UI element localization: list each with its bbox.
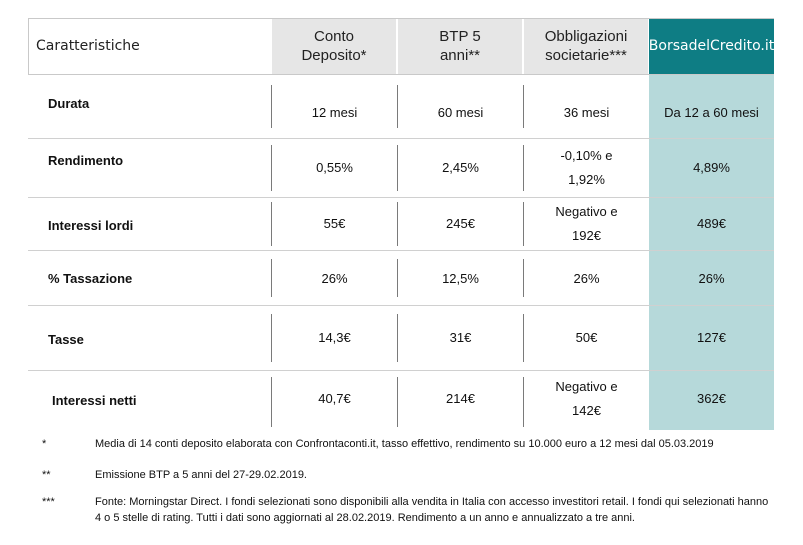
cell-rendimento-borsadelcredito: 4,89% — [693, 160, 730, 175]
footnote-1: * Media di 14 conti deposito elaborata c… — [0, 436, 803, 452]
cell-tasse-borsadelcredito: 127€ — [697, 330, 726, 345]
cell-tassazione-obbligazioni: 26% — [573, 271, 600, 286]
cell-tassazione-borsadelcredito: 26% — [698, 271, 725, 286]
row-label-interessi-netti: Interessi netti — [52, 393, 137, 408]
header-caratteristiche: Caratteristiche — [36, 37, 140, 54]
footnote-2-mark: ** — [42, 469, 51, 481]
table-header: Caratteristiche Conto Deposito* BTP 5 an… — [28, 18, 774, 74]
table-row-rendimento: Rendimento 0,55% 2,45% -0,10% e 1,92% 4,… — [28, 139, 774, 197]
footnote-2: ** Emissione BTP a 5 anni del 27-29.02.2… — [0, 467, 803, 483]
column-divider — [271, 145, 272, 191]
cell-tasse-obbligazioni: 50€ — [575, 330, 598, 345]
column-divider — [397, 314, 398, 362]
column-divider — [523, 377, 524, 427]
column-divider — [397, 377, 398, 427]
cell-lordi-obbligazioni: Negativo e 192€ — [524, 200, 649, 248]
row-divider — [28, 250, 774, 251]
column-divider — [271, 259, 272, 297]
cell-rendimento-btp: 2,45% — [442, 160, 479, 175]
table-top-border — [28, 18, 774, 19]
cell-rendimento-obbligazioni: -0,10% e 1,92% — [524, 144, 649, 192]
row-divider — [28, 197, 774, 198]
column-divider — [397, 202, 398, 246]
table-left-border — [28, 18, 29, 74]
footnote-3-text: Fonte: Morningstar Direct. I fondi selez… — [95, 496, 769, 524]
footnote-1-text: Media di 14 conti deposito elaborata con… — [95, 438, 714, 450]
cell-tasse-conto: 14,3€ — [318, 330, 351, 345]
column-divider — [523, 314, 524, 362]
column-divider — [397, 259, 398, 297]
table-row-tasse: Tasse 14,3€ 31€ 50€ 127€ — [28, 306, 774, 370]
row-label-rendimento: Rendimento — [48, 153, 124, 168]
cell-rendimento-obbligazioni-text: -0,10% e 1,92% — [560, 148, 613, 187]
footnote-1-mark: * — [42, 438, 47, 450]
cell-lordi-obbligazioni-text: Negativo e 192€ — [555, 204, 618, 243]
cell-lordi-borsadelcredito: 489€ — [697, 216, 726, 231]
header-borsadelcredito: BorsadelCredito.it — [649, 18, 774, 74]
column-divider — [523, 259, 524, 297]
cell-netti-btp: 214€ — [446, 391, 475, 406]
cell-durata-obbligazioni: 36 mesi — [563, 105, 610, 120]
cell-netti-obbligazioni-text: Negativo e 142€ — [555, 379, 618, 418]
column-divider — [523, 85, 524, 128]
row-label-tasse: Tasse — [48, 332, 84, 347]
header-btp-label: BTP 5 anni** — [439, 28, 481, 64]
cell-netti-obbligazioni: Negativo e 142€ — [524, 375, 649, 423]
footnote-3: *** Fonte: Morningstar Direct. I fondi s… — [0, 494, 803, 542]
header-conto-deposito: Conto Deposito* — [272, 18, 396, 74]
footnote-2-text: Emissione BTP a 5 anni del 27-29.02.2019… — [95, 469, 307, 481]
cell-tasse-btp: 31€ — [449, 330, 472, 345]
table-row-tassazione: % Tassazione 26% 12,5% 26% 26% — [28, 251, 774, 305]
column-divider — [397, 145, 398, 191]
header-btp: BTP 5 anni** — [398, 18, 522, 74]
cell-netti-conto: 40,7€ — [318, 391, 351, 406]
cell-lordi-btp: 245€ — [446, 216, 475, 231]
column-divider — [271, 85, 272, 128]
header-obbligazioni-label: Obbligazioni societarie*** — [544, 28, 628, 64]
row-divider — [28, 305, 774, 306]
cell-durata-borsadelcredito: Da 12 a 60 mesi — [664, 105, 759, 120]
row-label-durata: Durata — [48, 96, 90, 111]
column-divider — [271, 314, 272, 362]
column-divider — [523, 202, 524, 246]
table-row-durata: Durata 12 mesi 60 mesi 36 mesi Da 12 a 6… — [28, 75, 774, 138]
cell-durata-btp: 60 mesi — [437, 105, 484, 120]
cell-tassazione-btp: 12,5% — [442, 271, 479, 286]
row-divider — [28, 370, 774, 371]
cell-tassazione-conto: 26% — [321, 271, 348, 286]
column-divider — [523, 145, 524, 191]
footnote-3-mark: *** — [42, 496, 55, 508]
cell-durata-conto: 12 mesi — [311, 105, 358, 120]
cell-lordi-conto: 55€ — [323, 216, 346, 231]
header-obbligazioni: Obbligazioni societarie*** — [524, 18, 648, 74]
column-divider — [271, 202, 272, 246]
column-divider — [271, 377, 272, 427]
row-label-tassazione: % Tassazione — [48, 271, 133, 286]
header-divider — [28, 74, 774, 75]
cell-rendimento-conto: 0,55% — [316, 160, 353, 175]
header-conto-deposito-label: Conto Deposito* — [301, 28, 367, 64]
comparison-table: Caratteristiche Conto Deposito* BTP 5 an… — [28, 18, 774, 430]
cell-netti-borsadelcredito: 362€ — [697, 391, 726, 406]
table-row-interessi-netti: Interessi netti 40,7€ 214€ Negativo e 14… — [28, 371, 774, 430]
row-divider — [28, 138, 774, 139]
row-label-interessi-lordi: Interessi lordi — [48, 218, 134, 233]
column-divider — [397, 85, 398, 128]
table-row-interessi-lordi: Interessi lordi 55€ 245€ Negativo e 192€… — [28, 198, 774, 250]
